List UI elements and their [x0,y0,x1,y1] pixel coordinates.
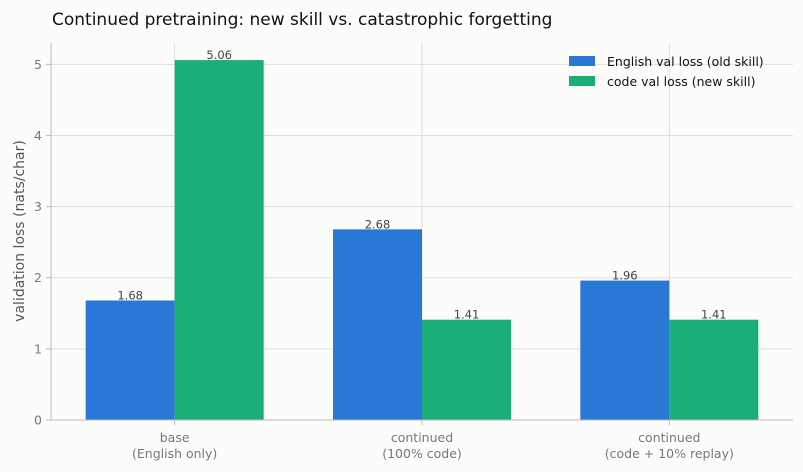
data-label: 1.41 [454,308,480,322]
chart-title: Continued pretraining: new skill vs. cat… [52,10,552,30]
y-tick-label: 1 [34,341,42,356]
x-tick-label: continued (100% code) [382,430,462,461]
data-label: 1.68 [117,288,143,302]
axes: 0 1 2 3 4 5 base (English only) continued (100% c… [34,43,793,461]
data-label: 1.41 [701,308,727,322]
y-tick-label: 5 [34,57,42,72]
bar [85,300,175,420]
bar [333,229,422,420]
legend-label: English val loss (old skill) [607,54,764,69]
y-tick-label: 2 [34,270,42,285]
legend-label: code val loss (new skill) [607,74,755,89]
legend: English val loss (old skill) code val los… [569,54,764,89]
data-label: 1.96 [612,269,638,283]
y-tick-label: 4 [34,128,42,143]
bar [580,280,670,420]
x-tick-label: continued (code + 10% replay) [605,430,734,461]
data-label: 2.68 [365,217,391,231]
bar [669,319,759,420]
legend-swatch [569,56,595,66]
bar [174,60,264,421]
legend-swatch [569,76,595,86]
y-tick-label: 3 [34,199,42,214]
data-label: 5.06 [206,48,232,62]
y-axis-label: validation loss (nats/char) [12,140,28,322]
bar [422,319,511,420]
y-tick-label: 0 [34,413,42,428]
bars [85,60,759,421]
x-tick-label: base (English only) [132,430,217,461]
data-labels: 1.68 2.68 1.96 5.06 1.41 1.41 [117,48,726,322]
